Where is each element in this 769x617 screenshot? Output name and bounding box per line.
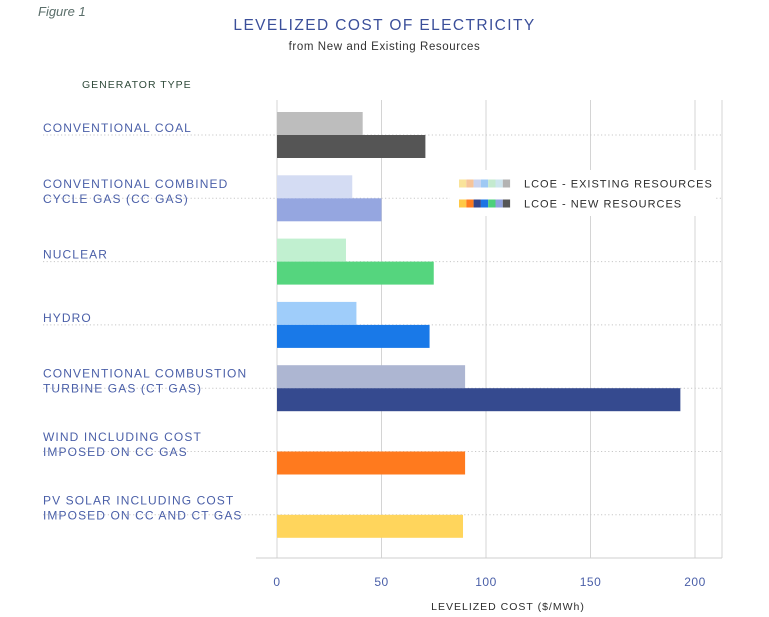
- bar-new-0: [277, 135, 426, 158]
- figure-label: Figure 1: [38, 4, 86, 19]
- category-label-line: NUCLEAR: [43, 248, 108, 262]
- category-label-1: CONVENTIONAL COMBINED CYCLE GAS (CC GAS): [43, 177, 228, 206]
- category-header: GENERATOR TYPE: [82, 79, 192, 91]
- legend-swatch: [466, 179, 474, 188]
- category-label-4: CONVENTIONAL COMBUSTION TURBINE GAS (CT G…: [43, 367, 247, 396]
- legend-swatch: [473, 199, 481, 208]
- category-label-line: CONVENTIONAL COMBINED: [43, 177, 228, 191]
- x-tick-labels: 0 50 100 150 200: [273, 575, 705, 589]
- x-axis-label: LEVELIZED COST ($/MWh): [431, 601, 585, 613]
- legend-swatch: [459, 199, 467, 208]
- legend-swatch: [502, 179, 511, 188]
- x-tick-0: 0: [273, 575, 280, 589]
- legend-swatch: [495, 179, 503, 188]
- category-label-line: HYDRO: [43, 311, 92, 325]
- bar-existing-4: [277, 365, 466, 389]
- category-label-line: PV SOLAR INCLUDING COST: [43, 493, 234, 507]
- category-label-line: WIND INCLUDING COST: [43, 430, 202, 444]
- legend-swatch: [488, 199, 496, 208]
- bar-new-5: [277, 451, 466, 475]
- legend-background: [450, 170, 715, 216]
- bar-existing-2: [277, 238, 346, 262]
- category-labels: CONVENTIONAL COAL CONVENTIONAL COMBINED CY…: [43, 121, 247, 522]
- category-label-3: HYDRO: [43, 311, 92, 325]
- legend-swatch: [495, 199, 503, 208]
- category-label-0: CONVENTIONAL COAL: [43, 121, 192, 135]
- bar-existing-3: [277, 301, 357, 325]
- bar-new-2: [277, 261, 434, 285]
- legend-swatch: [480, 199, 489, 208]
- legend-swatch: [459, 179, 467, 188]
- category-label-line: IMPOSED ON CC GAS: [43, 445, 188, 459]
- x-tick-150: 150: [580, 575, 602, 589]
- category-label-line: CONVENTIONAL COMBUSTION: [43, 367, 247, 381]
- bar-new-4: [277, 388, 681, 412]
- legend-swatch: [502, 199, 511, 208]
- category-label-2: NUCLEAR: [43, 248, 108, 262]
- category-label-5: WIND INCLUDING COST IMPOSED ON CC GAS: [43, 430, 202, 459]
- legend-swatch: [466, 199, 474, 208]
- legend-swatch: [488, 179, 496, 188]
- x-tick-100: 100: [475, 575, 497, 589]
- legend-label-1: LCOE - NEW RESOURCES: [524, 199, 682, 211]
- category-label-line: TURBINE GAS (CT GAS): [43, 382, 202, 396]
- legend-swatch: [473, 179, 481, 188]
- bar-existing-1: [277, 175, 353, 199]
- bar-new-6: [277, 514, 464, 538]
- category-label-line: CYCLE GAS (CC GAS): [43, 192, 189, 206]
- bar-existing-0: [277, 112, 363, 135]
- x-tick-200: 200: [684, 575, 706, 589]
- legend: LCOE - EXISTING RESOURCES LCOE - NEW RESO…: [450, 170, 715, 216]
- legend-label-0: LCOE - EXISTING RESOURCES: [524, 179, 713, 191]
- bars: [277, 112, 681, 538]
- bar-new-3: [277, 324, 430, 348]
- bar-new-1: [277, 198, 382, 222]
- category-label-6: PV SOLAR INCLUDING COST IMPOSED ON CC AND…: [43, 493, 243, 522]
- legend-swatch: [480, 179, 489, 188]
- chart-subtitle: from New and Existing Resources: [288, 41, 481, 53]
- x-tick-50: 50: [374, 575, 388, 589]
- category-label-line: CONVENTIONAL COAL: [43, 121, 192, 135]
- category-label-line: IMPOSED ON CC AND CT GAS: [43, 508, 243, 522]
- chart-title: LEVELIZED COST OF ELECTRICITY: [233, 17, 536, 34]
